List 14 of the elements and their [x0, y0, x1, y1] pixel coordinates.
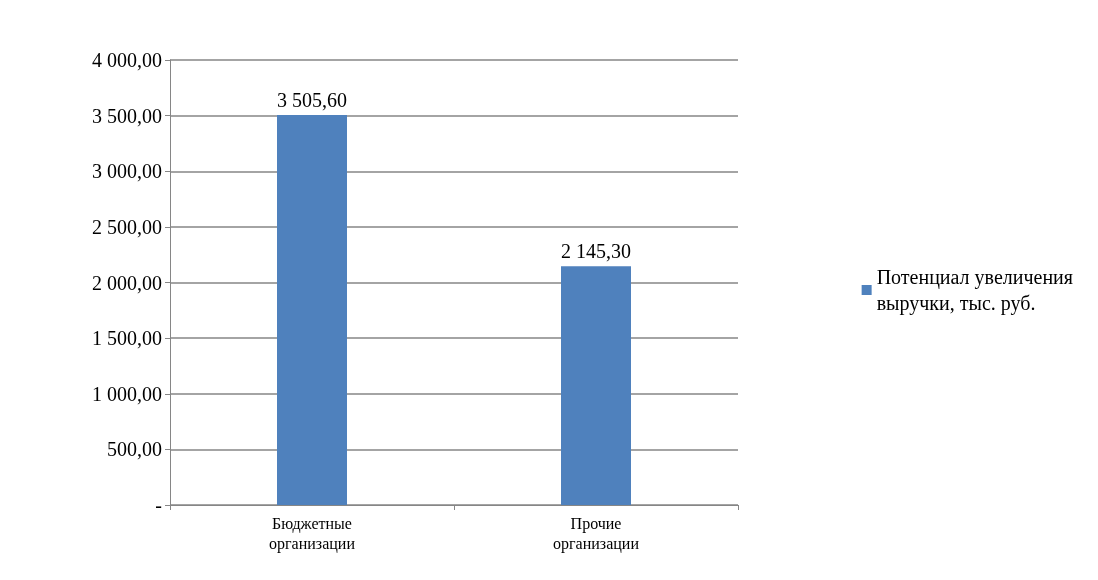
y-tick-label: 3 000,00 [92, 160, 162, 183]
y-tick-label: 500,00 [107, 438, 162, 461]
data-label: 3 505,60 [277, 89, 347, 111]
y-tick-label: 4 000,00 [92, 49, 162, 71]
legend-label: Потенциал увеличения выручки, тыс. руб. [876, 266, 1074, 315]
x-tick-label: Бюджетные организации [269, 514, 356, 553]
y-tick-label: 3 500,00 [92, 104, 162, 127]
y-tick-label: - [155, 494, 162, 516]
y-tick-label: 2 500,00 [92, 215, 162, 238]
y-tick-label: 1 500,00 [92, 327, 162, 350]
y-tick-label: 2 000,00 [92, 271, 162, 294]
data-label: 2 145,30 [561, 240, 631, 263]
y-tick-label: 1 000,00 [92, 382, 162, 405]
x-tick-label: Прочие организации [553, 514, 640, 553]
